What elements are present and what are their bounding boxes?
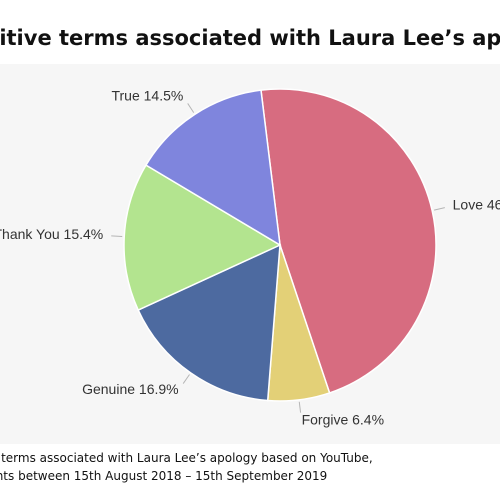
caption-line-1: Positive terms associated with Laura Lee… xyxy=(0,451,373,465)
pie-leader-true xyxy=(187,103,195,113)
chart-title: Positive terms associated with Laura Lee… xyxy=(0,26,500,50)
plot-area: Love 46.8% Forgive 6.4% Genuine 16.9% Thank… xyxy=(0,64,500,444)
pie-leader-thank-you xyxy=(111,235,123,238)
pie-label-genuine: Genuine 16.9% xyxy=(82,381,179,397)
pie-label-love: Love 46.8% xyxy=(453,197,500,213)
pie-slice-genuine xyxy=(137,243,281,402)
caption-line-2: comments between 15th August 2018 – 15th… xyxy=(0,469,328,483)
pie-chart: Love 46.8% Forgive 6.4% Genuine 16.9% Thank… xyxy=(0,87,500,427)
pie-leader-love xyxy=(433,207,445,211)
pie-label-forgive: Forgive 6.4% xyxy=(302,411,384,427)
pie-leader-forgive xyxy=(298,401,302,413)
pie-slice-thank-you xyxy=(123,164,282,312)
pie-slice-true xyxy=(144,89,281,247)
pie-label-true: True 14.5% xyxy=(111,87,183,103)
chart-caption: Positive terms associated with Laura Lee… xyxy=(0,449,500,485)
pie-leader-genuine xyxy=(182,374,190,384)
pie-label-thank-you: Thank You 15.4% xyxy=(0,226,103,242)
